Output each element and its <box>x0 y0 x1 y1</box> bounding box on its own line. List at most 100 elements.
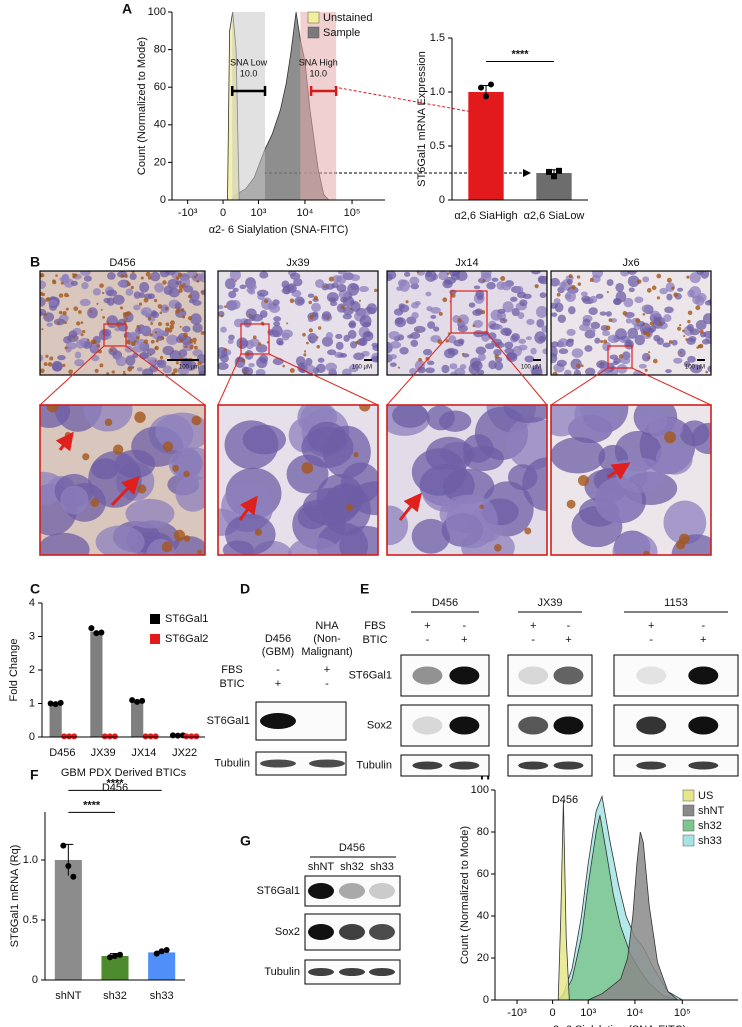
nucleus <box>398 303 406 310</box>
stain <box>303 350 307 353</box>
nucleus <box>507 464 538 491</box>
stain <box>358 299 362 302</box>
condition-value: - <box>531 634 535 646</box>
band-label: ST6Gal1 <box>207 715 250 727</box>
data-point <box>478 84 484 91</box>
nucleus <box>297 504 328 530</box>
nucleus <box>425 271 433 278</box>
blot-frame <box>613 654 739 697</box>
stain <box>77 310 82 314</box>
micrograph <box>551 405 711 555</box>
stain <box>656 296 661 300</box>
nucleus <box>474 308 483 315</box>
micrograph <box>387 405 547 555</box>
nucleus <box>620 271 630 277</box>
scale-bar-label: 100 µm <box>179 365 199 371</box>
data-point <box>66 733 73 740</box>
data-point <box>193 733 200 740</box>
stain <box>164 306 169 311</box>
nucleus <box>642 276 650 283</box>
y-tick-label: 0 <box>32 974 38 986</box>
nucleus <box>592 271 604 279</box>
nucleus <box>574 405 621 438</box>
stain <box>494 543 502 552</box>
bar <box>468 92 504 200</box>
nucleus <box>218 304 224 310</box>
stain <box>173 368 178 373</box>
nucleus <box>91 354 100 362</box>
nucleus <box>559 281 567 288</box>
zoom-line <box>39 345 105 406</box>
stain <box>658 321 662 325</box>
nucleus <box>307 293 315 298</box>
stain <box>62 310 67 316</box>
nucleus <box>411 448 467 496</box>
gate-label: 10.0 <box>240 68 258 78</box>
micrograph <box>218 405 378 555</box>
nucleus <box>281 280 290 289</box>
legend-label: sh33 <box>698 835 722 847</box>
nucleus <box>359 315 372 328</box>
nucleus <box>43 312 55 322</box>
nucleus <box>476 369 485 375</box>
zoom-line <box>631 367 712 406</box>
nucleus <box>430 307 441 314</box>
nucleus <box>456 271 468 282</box>
blot-band <box>339 968 365 976</box>
nucleus <box>57 354 66 361</box>
zoom-region <box>103 323 127 347</box>
nucleus <box>679 420 710 447</box>
micrograph-title: Jx14 <box>455 257 478 269</box>
nucleus <box>588 327 596 334</box>
x-tick-label: 10⁵ <box>344 207 361 219</box>
blot-band <box>688 666 719 685</box>
x-tick-label: shNT <box>55 990 82 1002</box>
stain <box>62 363 66 367</box>
nucleus <box>518 338 527 344</box>
nucleus <box>468 302 476 308</box>
nucleus <box>558 348 569 355</box>
nucleus <box>343 334 350 342</box>
nucleus <box>129 272 137 281</box>
nucleus <box>500 327 513 336</box>
stain <box>194 345 198 350</box>
stain <box>125 317 128 320</box>
nucleus <box>590 321 601 330</box>
nucleus <box>165 271 176 276</box>
nucleus <box>494 361 504 371</box>
nucleus <box>397 279 407 287</box>
stain <box>648 351 651 354</box>
nucleus <box>496 311 507 321</box>
stain <box>175 276 180 281</box>
nucleus <box>372 345 378 352</box>
band-label: Tubulin <box>356 759 392 771</box>
nucleus <box>634 334 646 346</box>
stain <box>671 286 675 290</box>
nucleus <box>697 292 707 303</box>
nucleus <box>255 368 266 375</box>
stain <box>41 292 46 297</box>
stain <box>173 529 186 542</box>
nucleus <box>156 359 167 369</box>
band-label: Tubulin <box>214 757 250 769</box>
stain <box>72 275 76 279</box>
nucleus <box>663 500 707 545</box>
nucleus <box>486 281 496 290</box>
nucleus <box>51 362 63 372</box>
nucleus <box>414 301 421 306</box>
blot-band <box>553 761 584 770</box>
nucleus <box>124 345 133 353</box>
stain <box>223 348 227 351</box>
x-axis-label: α2- 6 Sialylation (SNA-FITC) <box>209 224 349 236</box>
legend-swatch <box>307 26 320 39</box>
nucleus <box>366 303 378 315</box>
nucleus <box>272 299 280 306</box>
nucleus <box>222 540 254 555</box>
bar <box>148 952 176 980</box>
bar <box>90 631 103 737</box>
blot-band <box>339 883 365 899</box>
y-tick-label: 0 <box>483 994 489 1006</box>
y-tick-label: 1.5 <box>430 32 445 44</box>
stain <box>143 297 149 303</box>
blot-band <box>636 666 667 685</box>
